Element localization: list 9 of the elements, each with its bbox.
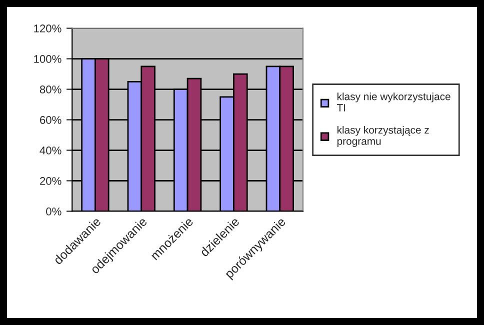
y-tick-label: 40%: [40, 146, 62, 154]
y-tick-label: 120%: [34, 24, 62, 32]
y-tick-label: 100%: [34, 55, 62, 63]
y-tick-label: 80%: [40, 86, 62, 94]
y-tick-label: 0%: [46, 208, 62, 216]
legend-label: klasy korzystające z programu: [337, 126, 429, 147]
legend-label: klasy nie wykorzystujace TI: [337, 92, 450, 112]
y-tick-label: 20%: [40, 177, 62, 185]
y-tick-label: 60%: [40, 116, 62, 124]
